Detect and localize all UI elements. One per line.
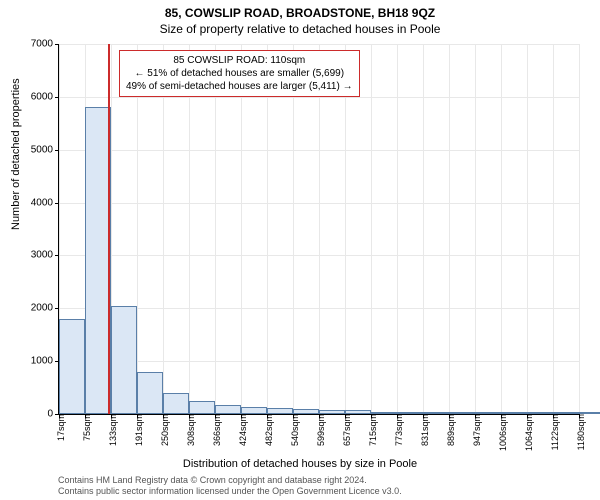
plot-area: 0100020003000400050006000700017sqm75sqm1…	[58, 44, 579, 415]
histogram-bar	[59, 319, 85, 414]
gridline-v	[501, 44, 502, 414]
page-title: 85, COWSLIP ROAD, BROADSTONE, BH18 9QZ	[0, 0, 600, 20]
histogram-bar	[553, 412, 579, 414]
histogram-bar	[189, 401, 215, 414]
gridline-v	[267, 44, 268, 414]
histogram-bar	[111, 306, 137, 414]
xtick-label: 947sqm	[468, 414, 482, 446]
footer-line2: Contains public sector information licen…	[58, 486, 402, 497]
footer-line1: Contains HM Land Registry data © Crown c…	[58, 475, 402, 486]
ytick-label: 1000	[31, 356, 59, 367]
gridline-v	[527, 44, 528, 414]
histogram-bar	[319, 410, 345, 414]
xtick-label: 133sqm	[104, 414, 118, 446]
histogram-bar	[371, 412, 397, 414]
ytick-label: 7000	[31, 39, 59, 50]
annotation-line1: 85 COWSLIP ROAD: 110sqm	[126, 54, 353, 67]
gridline-v	[371, 44, 372, 414]
ytick-label: 6000	[31, 91, 59, 102]
histogram-bar	[85, 107, 111, 414]
xtick-label: 424sqm	[234, 414, 248, 446]
gridline-v	[553, 44, 554, 414]
xtick-label: 191sqm	[130, 414, 144, 446]
y-axis-label: Number of detached properties	[10, 78, 22, 230]
histogram-bar	[163, 393, 189, 414]
x-axis-label: Distribution of detached houses by size …	[0, 458, 600, 470]
histogram-bar	[475, 412, 501, 414]
histogram-bar	[579, 412, 600, 414]
histogram-bar	[241, 407, 267, 414]
histogram-bar	[449, 412, 475, 414]
ytick-label: 2000	[31, 303, 59, 314]
gridline-v	[397, 44, 398, 414]
histogram-bar	[345, 410, 371, 414]
xtick-label: 889sqm	[442, 414, 456, 446]
xtick-label: 17sqm	[52, 414, 66, 441]
histogram-bar	[501, 412, 527, 414]
page-subtitle: Size of property relative to detached ho…	[0, 20, 600, 36]
ytick-label: 5000	[31, 144, 59, 155]
footer-attribution: Contains HM Land Registry data © Crown c…	[58, 475, 402, 498]
histogram-bar	[215, 405, 241, 414]
xtick-label: 308sqm	[182, 414, 196, 446]
xtick-label: 1122sqm	[546, 414, 560, 450]
histogram-bar	[137, 372, 163, 414]
histogram-bar	[397, 412, 423, 414]
histogram-bar	[267, 408, 293, 414]
gridline-v	[449, 44, 450, 414]
gridline-v	[189, 44, 190, 414]
annotation-box: 85 COWSLIP ROAD: 110sqm ← 51% of detache…	[119, 50, 360, 97]
gridline-v	[293, 44, 294, 414]
histogram-bar	[527, 412, 553, 414]
xtick-label: 773sqm	[390, 414, 404, 446]
gridline-v	[241, 44, 242, 414]
gridline-v	[137, 44, 138, 414]
histogram-bar	[423, 412, 449, 414]
gridline-v	[579, 44, 580, 414]
property-marker-line	[108, 44, 110, 414]
xtick-label: 1064sqm	[520, 414, 534, 451]
gridline-v	[163, 44, 164, 414]
annotation-line3: 49% of semi-detached houses are larger (…	[126, 80, 353, 93]
annotation-line2: ← 51% of detached houses are smaller (5,…	[126, 67, 353, 80]
ytick-label: 4000	[31, 197, 59, 208]
xtick-label: 715sqm	[364, 414, 378, 446]
histogram-bar	[293, 409, 319, 414]
xtick-label: 366sqm	[208, 414, 222, 446]
xtick-label: 250sqm	[156, 414, 170, 446]
chart-container: 85, COWSLIP ROAD, BROADSTONE, BH18 9QZ S…	[0, 0, 600, 500]
xtick-label: 75sqm	[78, 414, 92, 441]
xtick-label: 831sqm	[416, 414, 430, 446]
gridline-v	[475, 44, 476, 414]
gridline-v	[345, 44, 346, 414]
xtick-label: 1180sqm	[572, 414, 586, 450]
xtick-label: 599sqm	[312, 414, 326, 446]
xtick-label: 1006sqm	[494, 414, 508, 451]
xtick-label: 482sqm	[260, 414, 274, 446]
ytick-label: 3000	[31, 250, 59, 261]
xtick-label: 540sqm	[286, 414, 300, 446]
gridline-v	[319, 44, 320, 414]
xtick-label: 657sqm	[338, 414, 352, 446]
gridline-v	[215, 44, 216, 414]
gridline-v	[423, 44, 424, 414]
